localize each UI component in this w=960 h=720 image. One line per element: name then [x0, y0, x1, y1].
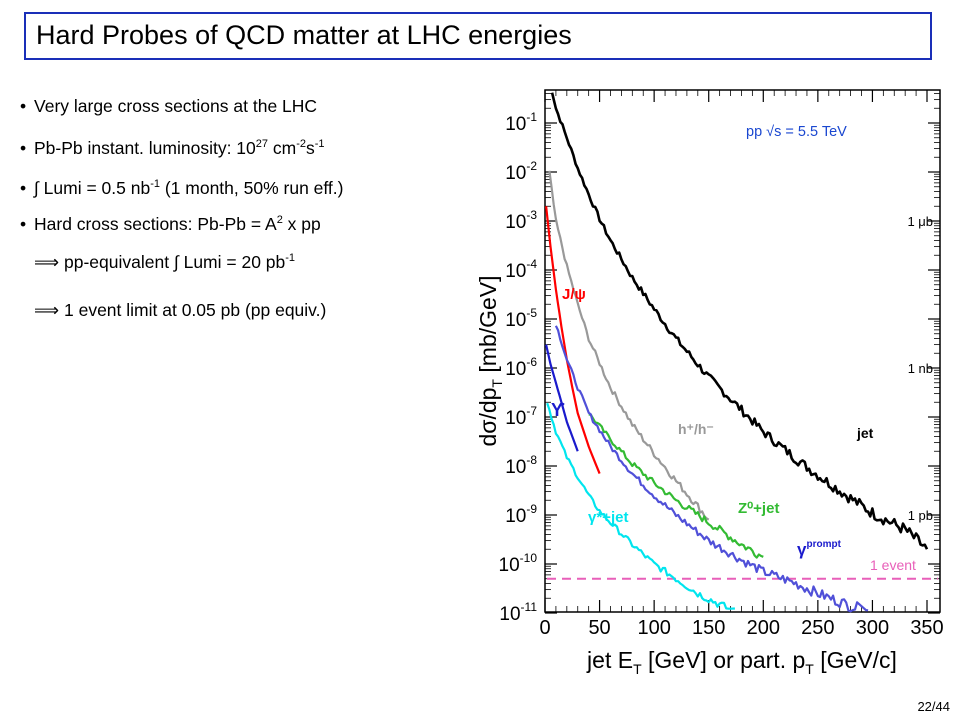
implication-event-limit: ⟹ 1 event limit at 0.05 pb (pp equiv.) — [34, 300, 327, 320]
slide-title: Hard Probes of QCD matter at LHC energie… — [36, 20, 572, 50]
bullet-luminosity: • Pb-Pb instant. luminosity: 1027 cm-2s-1 — [20, 137, 325, 158]
series-label-gamma-prompt: γprompt — [797, 539, 842, 559]
series-label-jpsi: J/ψ — [562, 286, 586, 303]
y-tick-label: 10-9 — [505, 502, 537, 527]
bullet-dot: • — [20, 177, 27, 198]
bullet-cross-sections: • Very large cross sections at the LHC — [20, 96, 318, 116]
implies-arrow-icon: ⟹ — [34, 300, 60, 320]
right-unit-label: 1 pb — [908, 508, 933, 523]
x-tick-label: 150 — [692, 617, 725, 639]
x-axis-label: jet ET [GeV] or part. pT [GeV/c] — [586, 647, 897, 677]
y-tick-label: 10-11 — [499, 600, 537, 625]
y-axis-label: dσ/dpT [mb/GeV] — [475, 275, 505, 446]
page-number: 22/44 — [917, 699, 950, 714]
series-label-upsilon: ϒ — [551, 400, 565, 420]
bullet-integrated-lumi: • ∫ Lumi = 0.5 nb-1 (1 month, 50% run eff… — [20, 177, 344, 198]
bullet-dot: • — [20, 137, 27, 158]
x-tick-label: 100 — [637, 617, 670, 639]
x-tick-label: 0 — [539, 617, 550, 639]
y-tick-label: 10-8 — [505, 453, 537, 478]
series-line-jet — [546, 402, 735, 610]
series-line- — [545, 344, 579, 452]
series-label-hadron: h⁺/h⁻ — [678, 421, 714, 437]
y-tick-label: 10-3 — [505, 208, 537, 233]
implication-pp-equivalent: ⟹ pp-equivalent ∫ Lumi = 20 pb-1 — [34, 252, 296, 272]
x-tick-label: 300 — [856, 617, 889, 639]
y-tick-label: 10-4 — [505, 257, 537, 282]
y-tick-label: 10-2 — [505, 159, 537, 184]
y-tick-label: 10-6 — [505, 355, 537, 380]
y-tick-label: 10-7 — [505, 404, 537, 429]
series-label-z0-jet: Z⁰+jet — [738, 500, 779, 517]
x-tick-label: 250 — [801, 617, 834, 639]
bullet-hard-cross-sections: • Hard cross sections: Pb-Pb = A2 x pp — [20, 213, 321, 234]
chart-title: pp √s = 5.5 TeV — [746, 124, 847, 140]
series-line-jet — [550, 92, 929, 550]
series-line-z0jet — [588, 413, 764, 559]
right-unit-label: 1 μb — [907, 214, 933, 229]
y-tick-label: 10-10 — [499, 551, 538, 576]
bullet-dot: • — [20, 96, 27, 116]
series-line-hh — [548, 170, 710, 521]
series-label-jet: jet — [856, 425, 874, 441]
x-tick-label: 50 — [588, 617, 610, 639]
bullet-dot: • — [20, 213, 27, 234]
series-label-gamma-star-jet: γ*+jet — [588, 509, 628, 526]
y-tick-label: 10-5 — [505, 306, 537, 331]
title-box: Hard Probes of QCD matter at LHC energie… — [24, 12, 932, 60]
right-unit-label: 1 nb — [908, 361, 933, 376]
plot-area — [544, 89, 941, 613]
series-line-prompt — [554, 325, 869, 613]
y-tick-label: 10-1 — [505, 110, 537, 135]
x-tick-label: 200 — [747, 617, 780, 639]
implies-arrow-icon: ⟹ — [34, 252, 60, 272]
series-line-j — [545, 206, 601, 475]
x-tick-label: 350 — [910, 617, 943, 639]
series-label-one-event: 1 event — [870, 557, 916, 573]
